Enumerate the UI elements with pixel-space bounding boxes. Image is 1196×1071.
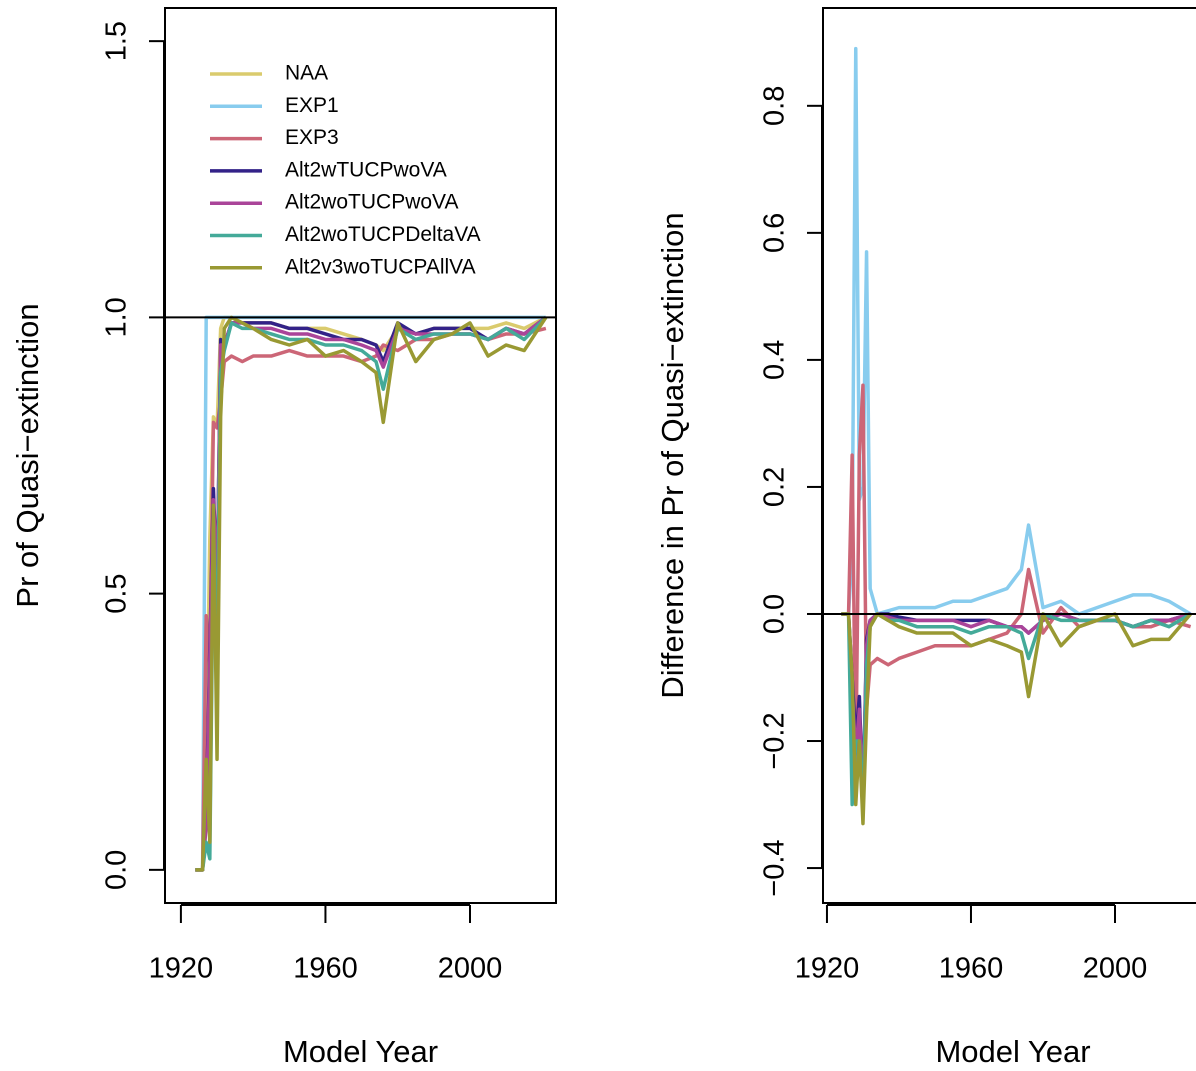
series-line — [195, 315, 548, 872]
legend-label: NAA — [285, 62, 328, 85]
y-tick-label: −0.2 — [759, 712, 791, 769]
y-axis-title: Pr of Quasi−extinction — [10, 303, 45, 607]
series-line — [195, 316, 548, 872]
y-tick-label: 0.8 — [759, 86, 791, 126]
legend-label: EXP3 — [285, 126, 339, 149]
legend-label: Alt2woTUCPDeltaVA — [285, 223, 481, 246]
series-line — [841, 612, 1192, 826]
plot-box — [822, 7, 1196, 904]
x-tick-label: 1920 — [795, 953, 860, 985]
series-line — [841, 46, 1192, 616]
y-tick-label: 0.2 — [759, 467, 791, 507]
y-tick-label: 1.0 — [101, 297, 133, 337]
series-line — [195, 326, 547, 872]
y-tick-label: 0.0 — [759, 594, 791, 634]
plot-box — [164, 7, 557, 904]
legend-label: Alt2wTUCPwoVA — [285, 158, 447, 181]
legend-label: EXP1 — [285, 94, 339, 117]
x-tick-label: 2000 — [1083, 953, 1148, 985]
y-tick-label: 0.6 — [759, 213, 791, 253]
series-line — [195, 315, 547, 872]
series-line — [195, 315, 547, 872]
x-axis-title: Model Year — [935, 1034, 1090, 1069]
x-tick-label: 1920 — [149, 953, 214, 985]
x-tick-label: 1960 — [293, 953, 358, 985]
x-axis-title: Model Year — [283, 1034, 438, 1069]
y-tick-label: 0.4 — [759, 340, 791, 380]
legend-label: Alt2woTUCPwoVA — [285, 191, 459, 214]
legend-label: Alt2v3woTUCPAllVA — [285, 255, 476, 278]
y-tick-label: −0.4 — [759, 839, 791, 896]
series-line — [195, 315, 547, 872]
y-tick-label: 1.5 — [101, 21, 133, 61]
x-tick-label: 2000 — [438, 953, 503, 985]
y-axis-title: Difference in Pr of Quasi−extinction — [655, 212, 690, 698]
series-line — [195, 315, 546, 872]
x-tick-label: 1960 — [939, 953, 1004, 985]
y-tick-label: 0.5 — [101, 573, 133, 613]
y-tick-label: 0.0 — [101, 850, 133, 890]
